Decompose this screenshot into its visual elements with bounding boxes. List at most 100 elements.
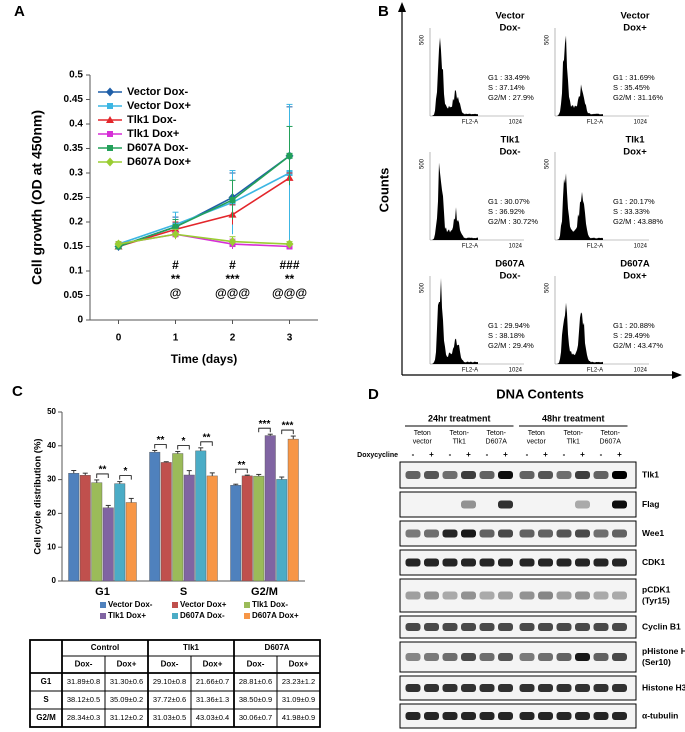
blot-band: [461, 558, 476, 567]
blot-band: [479, 591, 495, 600]
group-label: Teton-: [564, 430, 584, 437]
blot-band: [424, 558, 439, 567]
series-line: [118, 155, 290, 248]
blot-band: [612, 712, 627, 720]
bar: [253, 475, 265, 582]
stat-label: S : 38.18%: [488, 331, 525, 340]
significance-bracket: [96, 473, 109, 478]
data-point: [285, 239, 294, 249]
x-tick-label: S: [180, 586, 187, 598]
legend-marker: [106, 157, 114, 167]
x-axis-label: DNA Contents: [496, 386, 584, 401]
y-max-label: 500: [545, 158, 551, 169]
table-subheader: Dox-: [75, 660, 93, 669]
stat-label: S : 36.92%: [488, 207, 525, 216]
blot-row-label: Histone H3: [642, 682, 685, 692]
blot-band: [405, 653, 421, 661]
group-label: Tlk1: [453, 438, 466, 445]
data-point: [172, 223, 179, 230]
blot-band: [442, 529, 458, 538]
table-group: Tlk1: [183, 643, 200, 652]
legend-marker: [107, 103, 113, 109]
legend-marker: [106, 87, 114, 97]
blot-band: [498, 471, 513, 479]
significance-label: **: [157, 435, 165, 446]
y-max-label: 500: [545, 34, 551, 45]
blot-band: [479, 712, 495, 720]
blot-band: [424, 529, 439, 538]
stat-label: S : 37.14%: [488, 83, 525, 92]
histogram: [432, 162, 478, 240]
stat-label: G1 : 30.07%: [488, 197, 530, 206]
blot-band: [424, 712, 439, 720]
data-point: [114, 239, 123, 249]
table-cell: 31.30±0.6: [110, 677, 143, 686]
annotation: #: [229, 258, 236, 272]
legend-marker: [106, 116, 114, 123]
blot-band: [538, 623, 553, 631]
series-line: [118, 172, 290, 245]
blot-band: [575, 591, 590, 600]
table-cell: 28.34±0.3: [67, 713, 100, 722]
stat-label: G1 : 20.88%: [613, 321, 655, 330]
table-group: Control: [91, 643, 119, 652]
period-label: 24hr treatment: [428, 413, 491, 423]
blot-band: [405, 558, 421, 567]
blot-band: [461, 529, 476, 538]
panel-title: Tlk1: [500, 135, 520, 146]
y-tick-label: 50: [47, 407, 56, 416]
y-tick-label: 0.15: [64, 241, 84, 252]
blot-band: [461, 623, 476, 631]
table-subheader: Dox-: [161, 660, 179, 669]
blot-band: [556, 591, 572, 600]
data-point: [229, 196, 236, 203]
blot-band: [538, 653, 553, 661]
group-label: D607A: [600, 438, 622, 445]
blot-band: [556, 529, 572, 538]
table-cell: 37.72±0.6: [153, 695, 186, 704]
lane-label: -: [486, 450, 489, 459]
y-tick-label: 0: [77, 315, 83, 326]
x-max-label: 1024: [509, 244, 523, 250]
blot-band: [498, 558, 513, 567]
blot-band: [405, 529, 421, 538]
table-cell: 31.09±0.9: [282, 695, 315, 704]
table-cell: 31.89±0.8: [67, 677, 100, 686]
bar: [79, 475, 91, 582]
y-tick-label: 20: [47, 509, 56, 518]
table-cell: 31.03±0.5: [153, 713, 186, 722]
blot-band: [424, 591, 439, 600]
y-axis-label: Counts: [376, 168, 391, 213]
blot-row-label: α-tubulin: [642, 710, 678, 720]
table-row-label: S: [43, 695, 49, 704]
significance-bracket: [154, 444, 167, 449]
y-max-label: 500: [420, 34, 426, 45]
significance-label: **: [203, 432, 211, 443]
blot-band: [612, 558, 627, 567]
panel-title: D607A: [620, 259, 650, 270]
stat-label: S : 29.49%: [613, 331, 650, 340]
legend-swatch: [172, 613, 178, 619]
blot-band: [442, 558, 458, 567]
y-tick-label: 0.45: [64, 94, 84, 105]
legend-label: Tlk1 Dox+: [108, 611, 146, 620]
lane-label: +: [580, 450, 585, 459]
stat-label: G2/M : 43.88%: [613, 217, 663, 226]
stat-label: G2/M : 27.9%: [488, 93, 534, 102]
panel-title: Dox-: [499, 271, 520, 282]
stat-label: G1 : 20.17%: [613, 197, 655, 206]
blot-band: [479, 623, 495, 631]
table-cell: 31.12±0.2: [110, 713, 143, 722]
panel-title: Dox-: [499, 147, 520, 158]
blot-band: [538, 529, 553, 538]
panel-title: Vector: [620, 11, 649, 22]
y-tick-label: 30: [47, 475, 56, 484]
annotation: **: [171, 272, 181, 286]
blot-band: [575, 653, 590, 661]
histogram: [432, 37, 478, 116]
panel-title: Dox+: [623, 147, 647, 158]
bar: [264, 435, 276, 582]
group-label: vector: [527, 438, 547, 445]
blot-band: [442, 684, 458, 692]
table-cell: 41.98±0.9: [282, 713, 315, 722]
